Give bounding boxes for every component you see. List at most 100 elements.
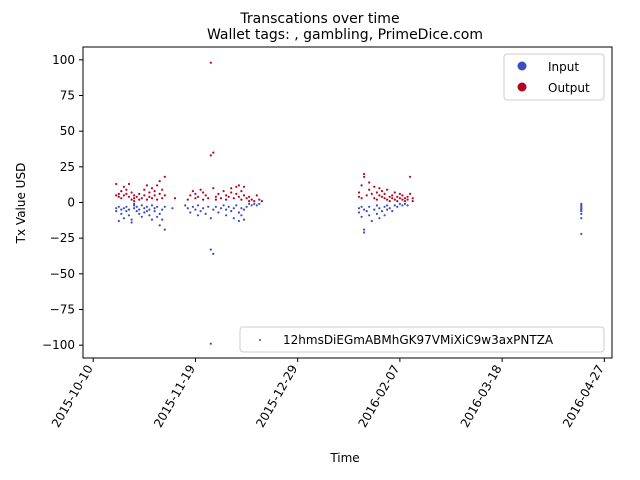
- wallet-legend-marker: [259, 339, 261, 341]
- input-point: [145, 205, 148, 208]
- input-point: [133, 207, 136, 210]
- input-point: [135, 210, 138, 213]
- input-point: [393, 204, 396, 207]
- input-point: [189, 211, 192, 214]
- input-point: [196, 214, 200, 217]
- output-point: [186, 198, 189, 201]
- output-point: [378, 194, 381, 197]
- input-point: [153, 207, 156, 210]
- input-point: [396, 205, 399, 208]
- input-point: [373, 208, 376, 211]
- output-point: [212, 151, 215, 154]
- output-point: [357, 191, 361, 194]
- input-point: [204, 212, 207, 215]
- output-point: [209, 61, 212, 64]
- output-point: [393, 191, 396, 194]
- output-point: [117, 195, 120, 198]
- output-point: [253, 200, 256, 203]
- output-point: [255, 194, 258, 197]
- input-point: [127, 214, 131, 217]
- output-point: [145, 184, 148, 187]
- input-point: [248, 202, 251, 205]
- output-point: [357, 195, 361, 198]
- input-point: [242, 208, 246, 211]
- output-point: [130, 191, 133, 194]
- output-point: [230, 191, 233, 194]
- input-point: [237, 211, 240, 214]
- output-point: [242, 185, 246, 188]
- input-point: [120, 208, 123, 211]
- input-point: [115, 207, 118, 210]
- legend-label-output: Output: [548, 81, 590, 95]
- input-point: [225, 208, 228, 211]
- input-point: [140, 204, 143, 207]
- output-point: [120, 190, 123, 193]
- series-legend: Input Output: [503, 53, 605, 101]
- input-point: [258, 202, 261, 205]
- input-point: [122, 217, 125, 220]
- input-point: [580, 210, 583, 213]
- input-point: [209, 217, 212, 220]
- output-point: [401, 198, 404, 201]
- output-point: [235, 185, 238, 188]
- input-point: [158, 212, 161, 215]
- input-point: [207, 205, 210, 208]
- input-point: [199, 210, 202, 213]
- input-point: [375, 212, 378, 215]
- input-point: [357, 207, 361, 210]
- output-point: [363, 175, 366, 178]
- input-point: [184, 204, 187, 207]
- input-point: [386, 208, 389, 211]
- input-point: [363, 208, 366, 211]
- output-point: [156, 184, 159, 187]
- output-point: [207, 197, 210, 200]
- input-point: [245, 205, 248, 208]
- input-point: [171, 207, 174, 210]
- output-point: [248, 195, 251, 198]
- x-axis-label: Time: [329, 451, 359, 465]
- input-point: [386, 204, 389, 207]
- output-point: [393, 198, 396, 201]
- input-point: [580, 232, 583, 235]
- output-point: [127, 195, 131, 198]
- x-tick-label: 2016-03-18: [458, 362, 505, 429]
- output-point: [161, 197, 164, 200]
- output-point: [143, 188, 146, 191]
- input-point: [360, 205, 363, 208]
- input-point: [378, 217, 381, 220]
- output-point: [250, 198, 253, 201]
- x-tick-label: 2015-11-19: [151, 363, 198, 430]
- output-point: [232, 197, 235, 200]
- output-point: [240, 198, 243, 201]
- output-point: [133, 197, 136, 200]
- output-point: [153, 194, 156, 197]
- output-point: [360, 197, 363, 200]
- y-axis-label: Tx Value USD: [14, 163, 28, 245]
- output-point: [406, 198, 409, 201]
- output-point: [409, 175, 412, 178]
- output-point: [133, 194, 136, 197]
- input-point: [217, 211, 220, 214]
- output-point: [240, 190, 243, 193]
- y-tick-label: 50: [60, 124, 75, 138]
- input-point: [138, 212, 141, 215]
- output-point: [202, 198, 205, 201]
- input-point: [133, 204, 136, 207]
- input-point: [161, 218, 164, 221]
- output-point: [368, 188, 371, 191]
- output-point: [398, 192, 401, 195]
- input-point: [398, 202, 401, 205]
- input-point: [225, 214, 228, 217]
- y-tick-label: 25: [60, 160, 75, 174]
- output-point: [135, 195, 138, 198]
- output-point: [373, 197, 376, 200]
- input-point: [212, 252, 215, 255]
- output-point: [409, 192, 412, 195]
- output-point: [115, 194, 118, 197]
- input-point: [158, 224, 161, 227]
- input-point: [580, 217, 583, 220]
- output-point: [196, 195, 200, 198]
- output-point: [163, 175, 166, 178]
- y-tick-label: 0: [67, 196, 75, 210]
- data-points: [115, 61, 583, 345]
